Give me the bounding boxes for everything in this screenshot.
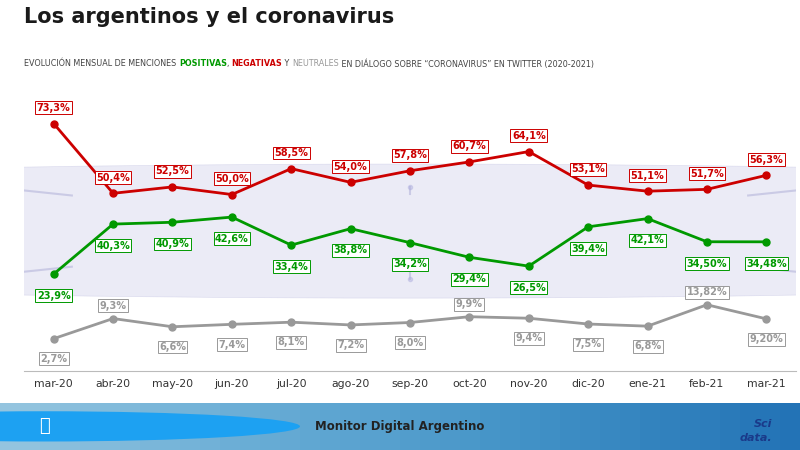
Text: 9,9%: 9,9% bbox=[456, 299, 483, 309]
Bar bbox=[0, 403, 20, 450]
Bar bbox=[320, 403, 340, 450]
Circle shape bbox=[0, 164, 800, 298]
Bar bbox=[140, 403, 160, 450]
Bar bbox=[220, 403, 240, 450]
Text: 57,8%: 57,8% bbox=[393, 150, 427, 160]
Text: Y: Y bbox=[282, 59, 292, 68]
Text: 40,9%: 40,9% bbox=[155, 239, 190, 249]
Text: 6,6%: 6,6% bbox=[159, 342, 186, 352]
Bar bbox=[260, 403, 280, 450]
Bar bbox=[660, 403, 680, 450]
Circle shape bbox=[0, 411, 300, 441]
Text: 39,4%: 39,4% bbox=[571, 243, 605, 254]
Bar bbox=[780, 403, 800, 450]
Bar bbox=[80, 403, 100, 450]
Bar bbox=[720, 403, 740, 450]
Bar bbox=[520, 403, 540, 450]
Text: 42,6%: 42,6% bbox=[215, 234, 249, 244]
Text: 54,0%: 54,0% bbox=[334, 162, 367, 172]
Bar bbox=[580, 403, 600, 450]
Bar bbox=[360, 403, 380, 450]
Text: data.: data. bbox=[739, 433, 772, 443]
Text: EN DIÁLOGO SOBRE “CORONAVIRUS” EN TWITTER (2020-2021): EN DIÁLOGO SOBRE “CORONAVIRUS” EN TWITTE… bbox=[339, 59, 594, 69]
Text: POSITIVAS: POSITIVAS bbox=[178, 59, 226, 68]
Bar bbox=[500, 403, 520, 450]
Text: 26,5%: 26,5% bbox=[512, 283, 546, 293]
Text: 7,5%: 7,5% bbox=[574, 339, 602, 349]
Text: 33,4%: 33,4% bbox=[274, 262, 308, 272]
Text: 7,4%: 7,4% bbox=[218, 340, 246, 350]
Text: 51,7%: 51,7% bbox=[690, 169, 724, 179]
Bar bbox=[440, 403, 460, 450]
Text: 50,4%: 50,4% bbox=[96, 173, 130, 183]
Text: 2,7%: 2,7% bbox=[40, 354, 67, 364]
Bar bbox=[480, 403, 500, 450]
Text: 56,3%: 56,3% bbox=[750, 155, 783, 165]
Text: NEGATIVAS: NEGATIVAS bbox=[232, 59, 282, 68]
Text: 51,1%: 51,1% bbox=[630, 171, 665, 180]
Bar bbox=[300, 403, 320, 450]
Bar bbox=[280, 403, 300, 450]
Bar bbox=[700, 403, 720, 450]
Text: 53,1%: 53,1% bbox=[571, 164, 605, 175]
Bar bbox=[120, 403, 140, 450]
Text: 8,1%: 8,1% bbox=[278, 338, 305, 347]
Bar bbox=[200, 403, 220, 450]
Text: NEUTRALES: NEUTRALES bbox=[292, 59, 339, 68]
Bar bbox=[560, 403, 580, 450]
Text: EVOLUCIÓN MENSUAL DE MENCIONES: EVOLUCIÓN MENSUAL DE MENCIONES bbox=[24, 59, 178, 68]
Text: 9,20%: 9,20% bbox=[750, 334, 783, 344]
Text: 6,8%: 6,8% bbox=[634, 342, 661, 351]
Text: Monitor Digital Argentino: Monitor Digital Argentino bbox=[315, 420, 485, 433]
Text: 42,1%: 42,1% bbox=[630, 235, 665, 245]
Bar bbox=[400, 403, 420, 450]
Text: 34,50%: 34,50% bbox=[686, 258, 727, 269]
Bar bbox=[180, 403, 200, 450]
Bar bbox=[680, 403, 700, 450]
Bar bbox=[760, 403, 780, 450]
Bar bbox=[460, 403, 480, 450]
Text: 58,5%: 58,5% bbox=[274, 148, 308, 158]
Text: 23,9%: 23,9% bbox=[37, 291, 70, 301]
Bar bbox=[640, 403, 660, 450]
Text: Los argentinos y el coronavirus: Los argentinos y el coronavirus bbox=[24, 7, 394, 27]
Text: 60,7%: 60,7% bbox=[453, 141, 486, 151]
Text: 8,0%: 8,0% bbox=[397, 338, 423, 348]
Text: 🐦: 🐦 bbox=[38, 418, 50, 436]
Text: 73,3%: 73,3% bbox=[37, 103, 70, 113]
Bar bbox=[40, 403, 60, 450]
Bar bbox=[340, 403, 360, 450]
Text: 50,0%: 50,0% bbox=[215, 174, 249, 184]
Text: 13,82%: 13,82% bbox=[686, 287, 727, 297]
Text: 38,8%: 38,8% bbox=[334, 245, 368, 256]
Text: 52,5%: 52,5% bbox=[155, 166, 190, 176]
Bar bbox=[620, 403, 640, 450]
Text: 9,4%: 9,4% bbox=[515, 333, 542, 343]
Text: 34,48%: 34,48% bbox=[746, 259, 786, 269]
Text: 9,3%: 9,3% bbox=[99, 301, 126, 311]
Text: Sci: Sci bbox=[754, 419, 772, 429]
Bar bbox=[380, 403, 400, 450]
Text: 7,2%: 7,2% bbox=[337, 340, 364, 350]
Bar bbox=[740, 403, 760, 450]
Bar bbox=[600, 403, 620, 450]
Bar bbox=[240, 403, 260, 450]
Bar bbox=[420, 403, 440, 450]
Bar bbox=[160, 403, 180, 450]
Bar bbox=[540, 403, 560, 450]
Text: 64,1%: 64,1% bbox=[512, 131, 546, 141]
Bar bbox=[60, 403, 80, 450]
Text: ,: , bbox=[226, 59, 232, 68]
Bar bbox=[20, 403, 40, 450]
Bar bbox=[100, 403, 120, 450]
Text: 29,4%: 29,4% bbox=[453, 274, 486, 284]
Text: 34,2%: 34,2% bbox=[393, 260, 427, 270]
Text: 40,3%: 40,3% bbox=[96, 241, 130, 251]
